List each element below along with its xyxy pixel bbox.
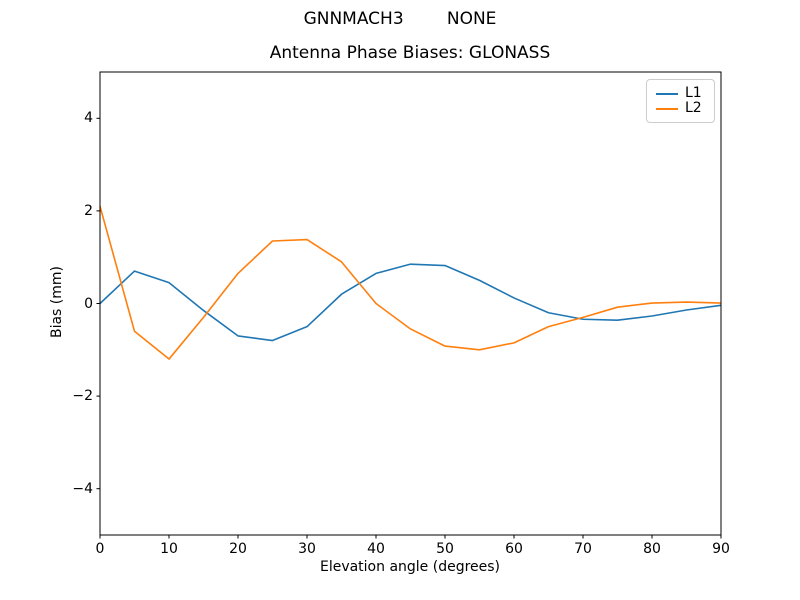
- y-tick-label: 2: [84, 202, 93, 219]
- legend-label-l2: L2: [685, 100, 702, 116]
- x-tick-label: 20: [229, 541, 247, 557]
- axis-ticks: [96, 117, 722, 539]
- series-line-l1: [99, 263, 722, 342]
- figure-suptitle: GNNMACH3 NONE: [303, 9, 497, 29]
- x-tick-label: 60: [505, 541, 523, 557]
- y-tick-label: −4: [72, 480, 93, 497]
- x-tick-label: 40: [367, 541, 385, 557]
- y-tick-label: −2: [72, 388, 93, 405]
- x-tick-label: 10: [160, 541, 178, 557]
- legend-line-sample-l2: [656, 107, 678, 110]
- x-tick-label: 0: [95, 541, 105, 557]
- legend-label-l1: L1: [685, 85, 702, 101]
- series-lines: [99, 206, 722, 360]
- x-tick-label: 30: [298, 541, 316, 557]
- chart-title: Antenna Phase Biases: GLONASS: [269, 43, 551, 63]
- y-axis-label: Bias (mm): [49, 265, 65, 339]
- plot-area-frame: [99, 71, 722, 536]
- legend-entry-l1: L1: [656, 86, 706, 101]
- y-tick-label: 0: [84, 295, 93, 312]
- x-tick-label: 90: [712, 541, 730, 557]
- x-tick-label: 50: [436, 541, 454, 557]
- legend-line-sample-l1: [656, 92, 678, 95]
- x-axis-label: Elevation angle (degrees): [319, 559, 501, 575]
- series-line-l2: [99, 206, 722, 360]
- x-tick-label: 80: [643, 541, 661, 557]
- legend-entry-l2: L2: [656, 101, 706, 116]
- x-tick-label: 70: [574, 541, 592, 557]
- legend: L1 L2: [646, 79, 715, 123]
- y-tick-label: 4: [84, 110, 93, 127]
